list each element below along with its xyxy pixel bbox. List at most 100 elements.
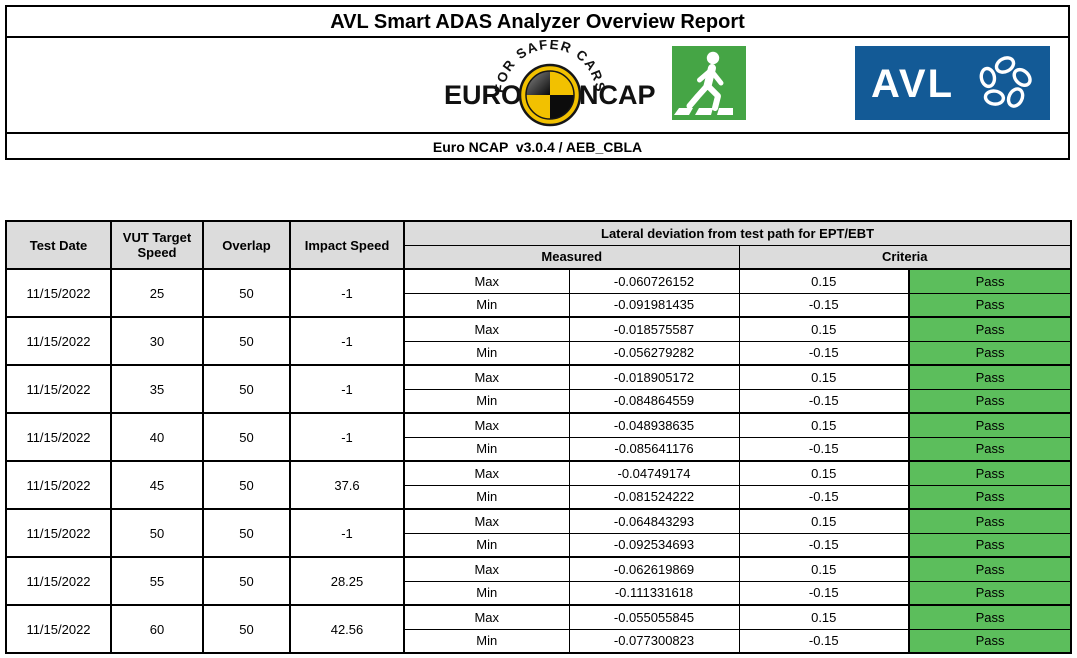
cell-row-label-min: Min <box>403 580 570 606</box>
cell-overlap: 50 <box>202 556 291 606</box>
cell-measured-max: -0.04749174 <box>568 460 740 486</box>
table-row-max: 11/15/2022 30 50 -1 Max -0.018575587 0.15 Pass <box>5 316 1072 366</box>
cell-result-max: Pass <box>907 556 1072 582</box>
cell-test-date: 11/15/2022 <box>5 460 112 510</box>
cell-criteria-min: -0.15 <box>738 436 910 462</box>
cell-impact-speed: 37.6 <box>289 460 405 510</box>
cell-result-min: Pass <box>907 292 1072 318</box>
col-header-test-date: Test Date <box>5 220 112 270</box>
cell-row-label-max: Max <box>403 508 570 534</box>
cell-test-date: 11/15/2022 <box>5 364 112 414</box>
col-header-impact-speed: Impact Speed <box>289 220 405 270</box>
cell-criteria-min: -0.15 <box>738 292 910 318</box>
cell-vut-target-speed: 60 <box>110 604 204 654</box>
cell-measured-max: -0.048938635 <box>568 412 740 438</box>
cell-criteria-max: 0.15 <box>738 556 910 582</box>
avl-pinwheel-icon <box>979 56 1032 108</box>
cell-row-label-min: Min <box>403 292 570 318</box>
avl-wordmark: AVL <box>871 62 954 106</box>
col-header-overlap: Overlap <box>202 220 291 270</box>
cell-criteria-min: -0.15 <box>738 484 910 510</box>
table-row-max: 11/15/2022 40 50 -1 Max -0.048938635 0.15 Pass <box>5 412 1072 462</box>
cell-test-date: 11/15/2022 <box>5 268 112 318</box>
cell-criteria-max: 0.15 <box>738 316 910 342</box>
cell-row-label-max: Max <box>403 316 570 342</box>
cell-overlap: 50 <box>202 604 291 654</box>
cell-overlap: 50 <box>202 316 291 366</box>
col-header-measured: Measured <box>403 244 740 270</box>
cell-measured-max: -0.055055845 <box>568 604 740 630</box>
cell-measured-min: -0.091981435 <box>568 292 740 318</box>
cell-vut-target-speed: 35 <box>110 364 204 414</box>
euroncap-logo: FOR SAFER CARS EURO NCAP <box>444 40 656 127</box>
cell-overlap: 50 <box>202 268 291 318</box>
cell-criteria-max: 0.15 <box>738 460 910 486</box>
cell-measured-max: -0.018575587 <box>568 316 740 342</box>
table-row-min: Min -0.092534693 -0.15 Pass <box>6 532 1072 558</box>
cell-measured-min: -0.092534693 <box>568 532 740 558</box>
cell-result-min: Pass <box>907 484 1072 510</box>
cell-result-min: Pass <box>907 580 1072 606</box>
ncap-wordmark: NCAP <box>579 80 656 110</box>
cell-measured-max: -0.064843293 <box>568 508 740 534</box>
cell-impact-speed: -1 <box>289 268 405 318</box>
table-row-max: 11/15/2022 35 50 -1 Max -0.018905172 0.15 Pass <box>5 364 1072 414</box>
table-row-min: Min -0.091981435 -0.15 Pass <box>6 292 1072 318</box>
table-row-max: 11/15/2022 45 50 37.6 Max -0.04749174 0.15 Pass <box>5 460 1072 510</box>
cell-result-min: Pass <box>907 628 1072 654</box>
cell-measured-max: -0.060726152 <box>568 268 740 294</box>
cell-vut-target-speed: 25 <box>110 268 204 318</box>
cell-vut-target-speed: 45 <box>110 460 204 510</box>
cell-result-max: Pass <box>907 412 1072 438</box>
cell-row-label-min: Min <box>403 628 570 654</box>
cell-result-max: Pass <box>907 268 1072 294</box>
cell-row-label-max: Max <box>403 412 570 438</box>
col-header-vut-target-speed: VUT Target Speed <box>110 220 204 270</box>
table-row-max: 11/15/2022 25 50 -1 Max -0.060726152 0.15 Pass <box>5 268 1072 318</box>
crash-test-ball-icon <box>518 63 582 127</box>
cell-row-label-min: Min <box>403 388 570 414</box>
cell-overlap: 50 <box>202 364 291 414</box>
cell-measured-min: -0.081524222 <box>568 484 740 510</box>
cell-measured-min: -0.111331618 <box>568 580 740 606</box>
cell-measured-min: -0.056279282 <box>568 340 740 366</box>
euro-wordmark: EURO <box>444 80 522 110</box>
cell-row-label-max: Max <box>403 556 570 582</box>
cell-test-date: 11/15/2022 <box>5 316 112 366</box>
cell-test-date: 11/15/2022 <box>5 508 112 558</box>
cell-row-label-max: Max <box>403 268 570 294</box>
table-row-min: Min -0.084864559 -0.15 Pass <box>6 388 1072 414</box>
cell-impact-speed: -1 <box>289 412 405 462</box>
cell-result-max: Pass <box>907 604 1072 630</box>
cell-vut-target-speed: 50 <box>110 508 204 558</box>
report-header-box: AVL Smart ADAS Analyzer Overview Report … <box>5 5 1070 160</box>
cell-overlap: 50 <box>202 412 291 462</box>
cell-criteria-min: -0.15 <box>738 580 910 606</box>
cell-vut-target-speed: 55 <box>110 556 204 606</box>
cell-row-label-min: Min <box>403 436 570 462</box>
cell-impact-speed: 42.56 <box>289 604 405 654</box>
col-header-criteria: Criteria <box>738 244 1072 270</box>
col-header-lateral-deviation: Lateral deviation from test path for EPT… <box>402 220 1072 246</box>
cell-measured-min: -0.077300823 <box>568 628 740 654</box>
cell-test-date: 11/15/2022 <box>5 412 112 462</box>
cell-measured-min: -0.085641176 <box>568 436 740 462</box>
cell-criteria-min: -0.15 <box>738 532 910 558</box>
cell-impact-speed: -1 <box>289 508 405 558</box>
cell-criteria-min: -0.15 <box>738 628 910 654</box>
cell-impact-speed: 28.25 <box>289 556 405 606</box>
cell-criteria-max: 0.15 <box>738 508 910 534</box>
cell-test-date: 11/15/2022 <box>5 556 112 606</box>
cell-result-max: Pass <box>907 508 1072 534</box>
cell-overlap: 50 <box>202 460 291 510</box>
cell-result-max: Pass <box>907 316 1072 342</box>
cell-row-label-max: Max <box>403 460 570 486</box>
table-row-min: Min -0.077300823 -0.15 Pass <box>6 628 1072 654</box>
table-row-min: Min -0.111331618 -0.15 Pass <box>6 580 1072 606</box>
table-row-max: 11/15/2022 55 50 28.25 Max -0.062619869 0.15 Pa… <box>5 556 1072 606</box>
cell-criteria-min: -0.15 <box>738 388 910 414</box>
cell-result-max: Pass <box>907 364 1072 390</box>
cell-result-max: Pass <box>907 460 1072 486</box>
table-row-min: Min -0.081524222 -0.15 Pass <box>6 484 1072 510</box>
